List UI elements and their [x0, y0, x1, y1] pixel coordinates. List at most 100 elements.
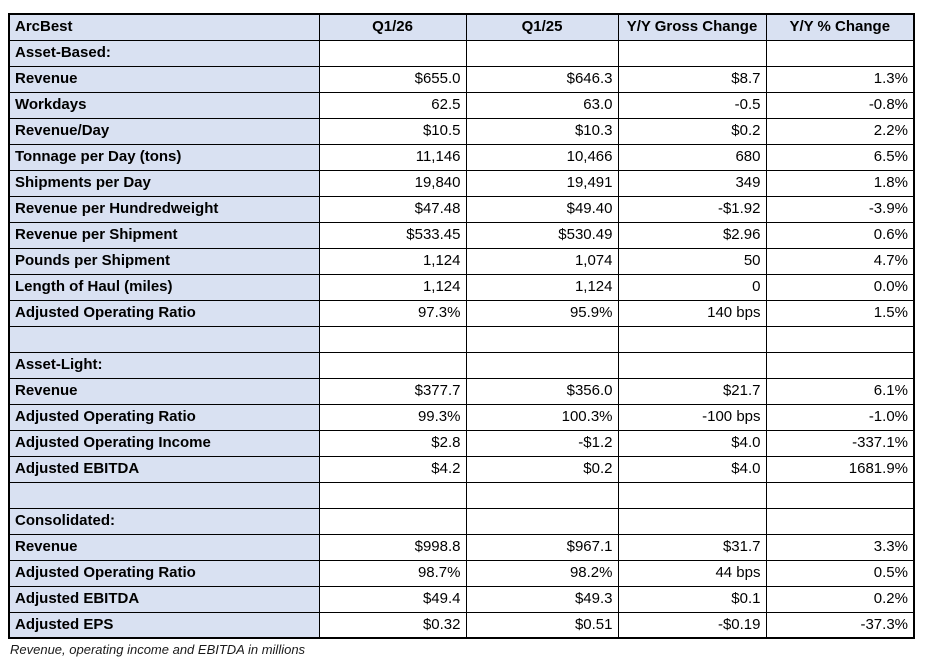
table-row: Tonnage per Day (tons) 11,146 10,466 680 6.5… [8, 143, 915, 171]
cell-value: 1681.9% [765, 455, 915, 483]
table-row: Adjusted EBITDA $49.4 $49.3 $0.1 0.2% [8, 585, 915, 613]
cell-value: 19,491 [465, 169, 619, 197]
row-label: Length of Haul (miles) [8, 273, 320, 301]
cell-value [465, 351, 619, 379]
row-label: Adjusted Operating Ratio [8, 299, 320, 327]
cell-value: 44 bps [617, 559, 767, 587]
cell-value: -337.1% [765, 429, 915, 457]
cell-value: $2.96 [617, 221, 767, 249]
cell-value: 50 [617, 247, 767, 275]
financial-summary-table-container: ArcBest Q1/26 Q1/25 Y/Y Gross Change Y/Y % C… [8, 13, 915, 639]
cell-value: $377.7 [318, 377, 467, 405]
cell-value [765, 481, 915, 509]
cell-value [318, 481, 467, 509]
corner-header-arcbest: ArcBest [8, 13, 320, 41]
table-row: Pounds per Shipment 1,124 1,074 50 4.7% [8, 247, 915, 275]
cell-value: -1.0% [765, 403, 915, 431]
cell-value: -0.5 [617, 91, 767, 119]
cell-value: 100.3% [465, 403, 619, 431]
table-row: Adjusted EPS $0.32 $0.51 -$0.19 -37.3% [8, 611, 915, 639]
table-header: ArcBest Q1/26 Q1/25 Y/Y Gross Change Y/Y % C… [8, 13, 915, 41]
cell-value: 1,124 [318, 247, 467, 275]
section-row: Asset-Based: [8, 39, 915, 67]
cell-value: 0.0% [765, 273, 915, 301]
row-label: Adjusted Operating Ratio [8, 559, 320, 587]
table-row: Adjusted Operating Income $2.8 -$1.2 $4.0 -3… [8, 429, 915, 457]
cell-value: 10,466 [465, 143, 619, 171]
cell-value [617, 39, 767, 67]
cell-value: $47.48 [318, 195, 467, 223]
cell-value: $49.3 [465, 585, 619, 613]
cell-value: $49.4 [318, 585, 467, 613]
cell-value: 4.7% [765, 247, 915, 275]
cell-value: 0.5% [765, 559, 915, 587]
cell-value: -$1.92 [617, 195, 767, 223]
cell-value: $530.49 [465, 221, 619, 249]
arcbest-financial-table: ArcBest Q1/26 Q1/25 Y/Y Gross Change Y/Y % C… [8, 13, 915, 639]
cell-value [318, 325, 467, 353]
table-row: Revenue $655.0 $646.3 $8.7 1.3% [8, 65, 915, 93]
cell-value [318, 351, 467, 379]
cell-value: $646.3 [465, 65, 619, 93]
row-label: Workdays [8, 91, 320, 119]
cell-value: $21.7 [617, 377, 767, 405]
row-label: Revenue [8, 377, 320, 405]
cell-value: 680 [617, 143, 767, 171]
table-row: Revenue $998.8 $967.1 $31.7 3.3% [8, 533, 915, 561]
cell-value: 19,840 [318, 169, 467, 197]
cell-value: $0.32 [318, 611, 467, 639]
row-label: Revenue [8, 65, 320, 93]
column-header: Q1/25 [465, 13, 619, 41]
cell-value: $0.2 [617, 117, 767, 145]
cell-value [765, 351, 915, 379]
row-label [8, 481, 320, 509]
cell-value [465, 39, 619, 67]
cell-value: $2.8 [318, 429, 467, 457]
cell-value: $655.0 [318, 65, 467, 93]
cell-value: $0.51 [465, 611, 619, 639]
cell-value: $10.5 [318, 117, 467, 145]
cell-value: -3.9% [765, 195, 915, 223]
cell-value: $31.7 [617, 533, 767, 561]
row-label: Revenue/Day [8, 117, 320, 145]
cell-value [765, 507, 915, 535]
row-label: Tonnage per Day (tons) [8, 143, 320, 171]
cell-value: 99.3% [318, 403, 467, 431]
section-row: Asset-Light: [8, 351, 915, 379]
cell-value [465, 507, 619, 535]
cell-value: $967.1 [465, 533, 619, 561]
row-label: Adjusted EBITDA [8, 585, 320, 613]
cell-value [617, 325, 767, 353]
row-label: Revenue per Hundredweight [8, 195, 320, 223]
cell-value: 95.9% [465, 299, 619, 327]
row-label: Revenue per Shipment [8, 221, 320, 249]
cell-value: $4.0 [617, 455, 767, 483]
section-row: Consolidated: [8, 507, 915, 535]
cell-value: 349 [617, 169, 767, 197]
column-header: Q1/26 [318, 13, 467, 41]
cell-value [465, 481, 619, 509]
section-label: Asset-Light: [8, 351, 320, 379]
cell-value: $998.8 [318, 533, 467, 561]
cell-value: 1,074 [465, 247, 619, 275]
cell-value: -100 bps [617, 403, 767, 431]
cell-value: 140 bps [617, 299, 767, 327]
table-row: Adjusted Operating Ratio 98.7% 98.2% 44 bps… [8, 559, 915, 587]
cell-value: -$0.19 [617, 611, 767, 639]
cell-value: 98.2% [465, 559, 619, 587]
cell-value: 0 [617, 273, 767, 301]
cell-value: $0.1 [617, 585, 767, 613]
cell-value: 63.0 [465, 91, 619, 119]
table-row: Adjusted Operating Ratio 97.3% 95.9% 140 bp… [8, 299, 915, 327]
table-body: Asset-Based: Revenue $655.0 $646.3 $8.7 1.3% W… [8, 39, 915, 639]
row-label: Adjusted EPS [8, 611, 320, 639]
table-row: Adjusted Operating Ratio 99.3% 100.3% -100 … [8, 403, 915, 431]
table-row: Workdays 62.5 63.0 -0.5 -0.8% [8, 91, 915, 119]
spacer-row [8, 481, 915, 509]
spacer-row [8, 325, 915, 353]
cell-value: 0.6% [765, 221, 915, 249]
cell-value: 6.1% [765, 377, 915, 405]
cell-value: 1.8% [765, 169, 915, 197]
section-label: Consolidated: [8, 507, 320, 535]
